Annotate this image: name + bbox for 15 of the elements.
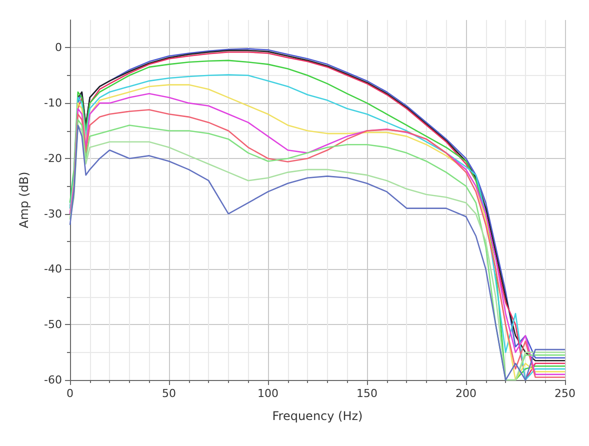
y-tick-label: -10	[44, 96, 62, 110]
x-tick-label: 0	[66, 387, 74, 400]
y-axis-title: Amp (dB)	[17, 172, 31, 228]
y-tick-label: -50	[44, 318, 62, 332]
x-tick-label: 100	[258, 387, 278, 400]
y-tick-label: 0	[55, 41, 62, 54]
y-tick-label: -40	[44, 262, 62, 276]
y-tick-label: -30	[44, 207, 62, 220]
y-tick-label: -20	[44, 152, 62, 165]
x-tick-label: 250	[554, 387, 576, 400]
x-tick-label: 200	[456, 387, 476, 400]
x-tick-label: 50	[162, 387, 176, 400]
x-tick-label: 150	[356, 387, 378, 400]
y-tick-label: -60	[44, 374, 62, 386]
x-axis-title: Frequency (Hz)	[272, 409, 363, 423]
